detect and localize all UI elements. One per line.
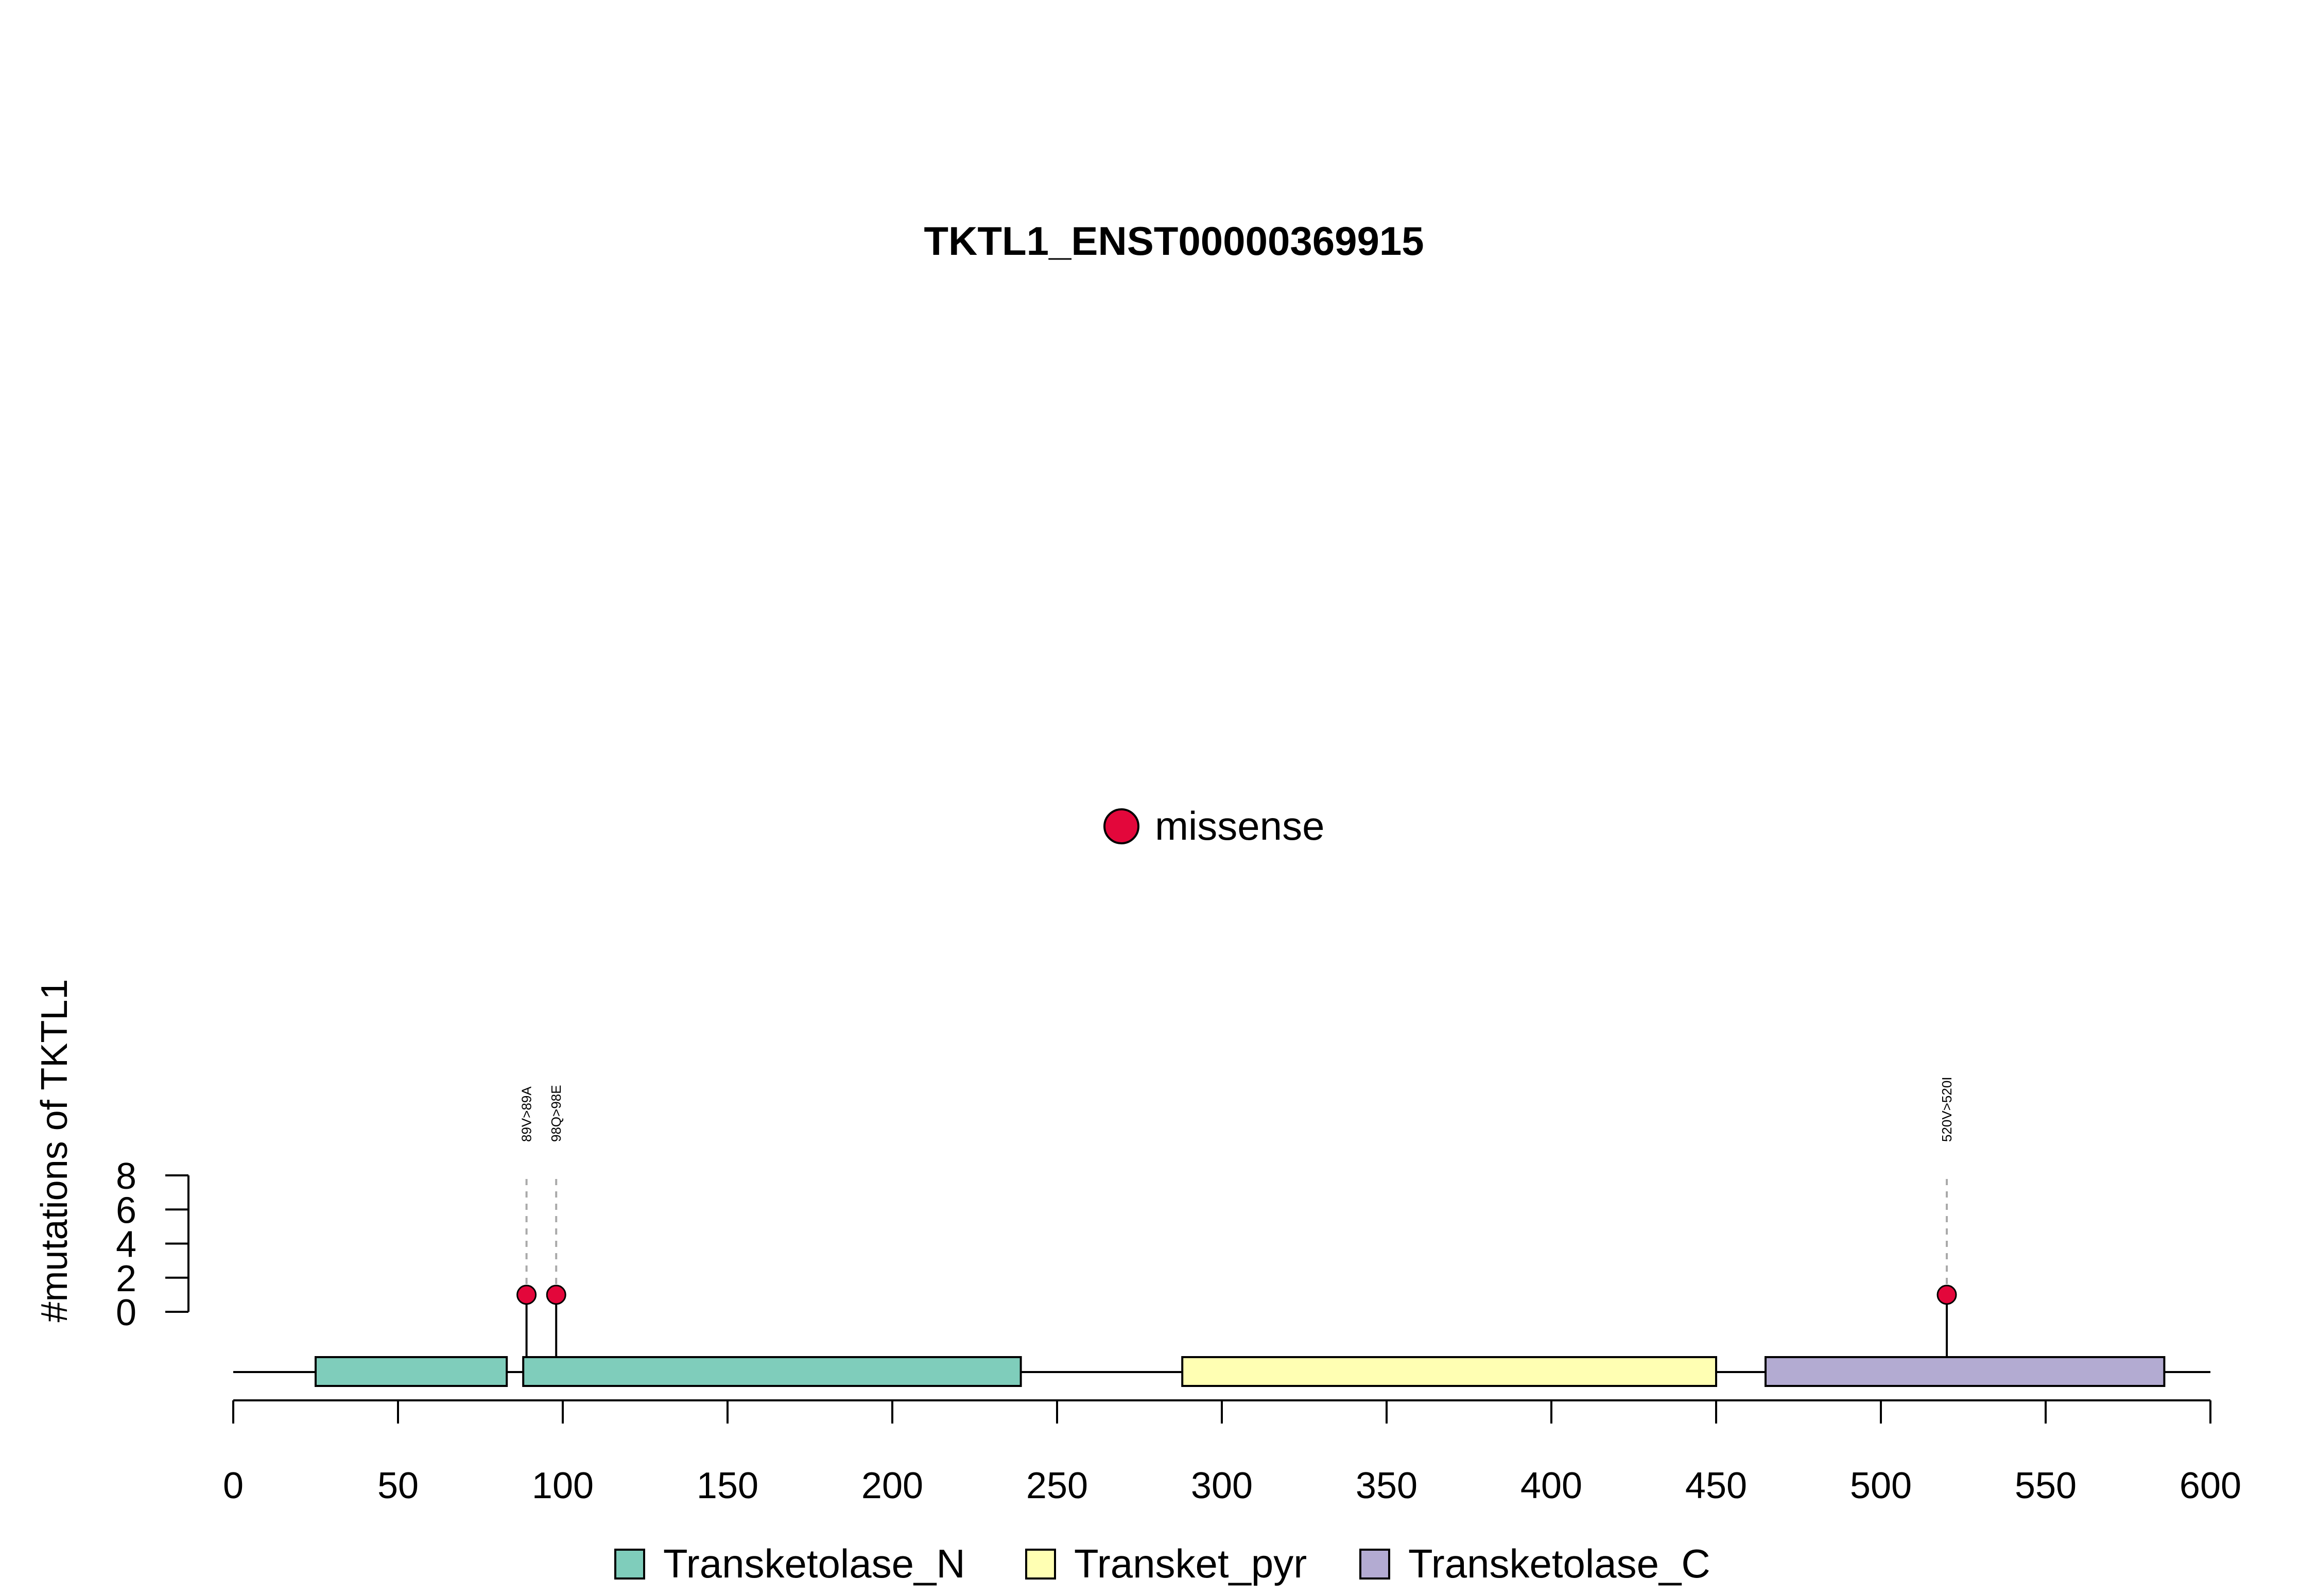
chart-title: TKTL1_ENST00000369915: [924, 218, 1424, 264]
domain-box: [1765, 1356, 2166, 1387]
x-axis: 0 50 100 150 200 250 300 350 400 450 500 550 600: [223, 1399, 2241, 1506]
y-tick-label: 8: [116, 1156, 136, 1197]
y-tick-label: 4: [116, 1224, 136, 1265]
domain-box: [1181, 1356, 1717, 1387]
mutation-label: 89V>89A: [519, 1086, 534, 1142]
mutation-legend: missense: [1103, 803, 1324, 848]
domain-legend-swatch: [1359, 1549, 1390, 1580]
domain-legend: Transketolase_N Transket_pyr Transketolase…: [614, 1541, 1710, 1586]
domain-legend-label: Transketolase_N: [663, 1541, 965, 1586]
x-tick-label: 50: [377, 1465, 419, 1506]
x-tick-label: 100: [532, 1465, 594, 1506]
domain-legend-swatch: [1025, 1549, 1056, 1580]
mutation-label: 98Q>98E: [548, 1085, 564, 1142]
x-tick-label: 600: [2180, 1465, 2241, 1506]
domain-boxes: [315, 1356, 2166, 1387]
y-tick-label: 0: [116, 1292, 136, 1333]
y-tick-label: 6: [116, 1190, 136, 1231]
mutation-head: [516, 1285, 537, 1305]
y-tick-label: 2: [116, 1258, 136, 1299]
mutation-legend-swatch: [1103, 808, 1139, 844]
domain-legend-swatch: [614, 1549, 645, 1580]
domain-box: [315, 1356, 508, 1387]
x-tick-label: 250: [1026, 1465, 1088, 1506]
x-tick-label: 550: [2015, 1465, 2077, 1506]
x-tick-label: 200: [861, 1465, 923, 1506]
domain-legend-label: Transket_pyr: [1074, 1541, 1307, 1586]
lollipops: 89V>89A 98Q>98E 520V>520I: [516, 1077, 1957, 1372]
x-tick-label: 350: [1356, 1465, 1417, 1506]
y-axis-label: #mutations of TKTL1: [34, 979, 75, 1322]
mutation-legend-label: missense: [1155, 803, 1324, 848]
x-tick-label: 0: [223, 1465, 244, 1506]
x-tick-label: 400: [1520, 1465, 1582, 1506]
mutation-label: 520V>520I: [1939, 1077, 1955, 1142]
domain-box: [522, 1356, 1022, 1387]
mutation-head: [546, 1285, 566, 1305]
x-tick-label: 150: [697, 1465, 758, 1506]
x-tick-label: 450: [1685, 1465, 1747, 1506]
x-tick-label: 500: [1850, 1465, 1912, 1506]
domain-legend-label: Transketolase_C: [1408, 1541, 1710, 1586]
mutation-head: [1936, 1285, 1957, 1305]
x-tick-label: 300: [1191, 1465, 1253, 1506]
